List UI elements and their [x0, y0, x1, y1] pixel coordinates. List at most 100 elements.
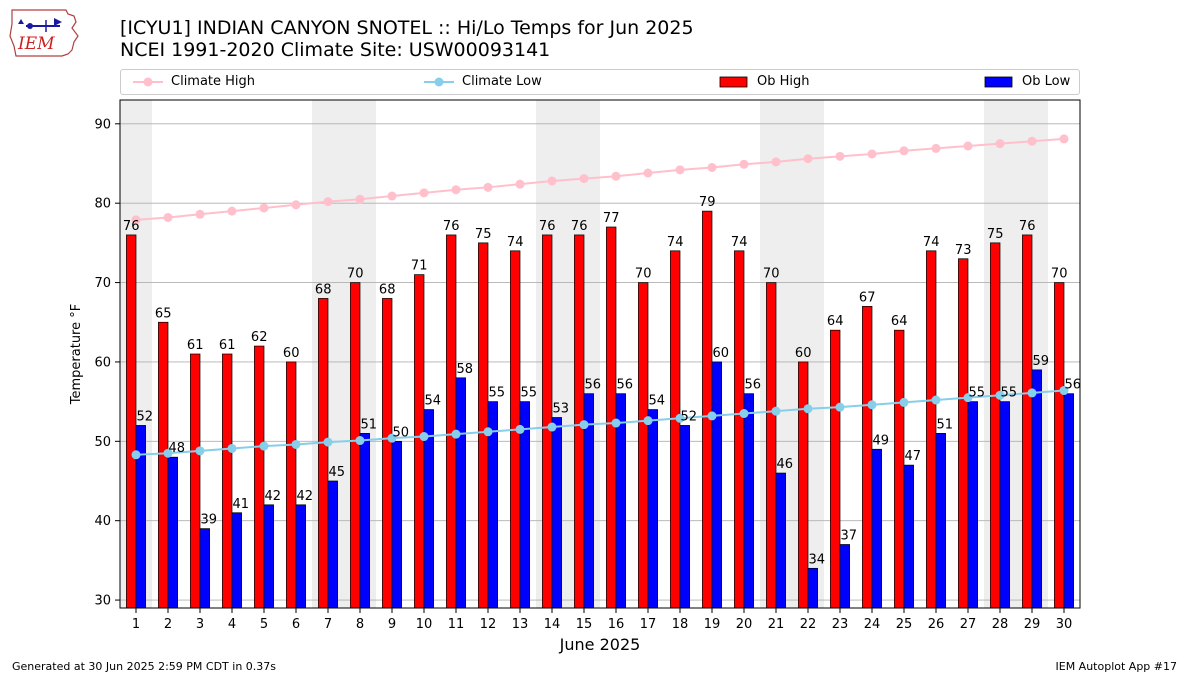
generated-timestamp: Generated at 30 Jun 2025 2:59 PM CDT in …	[12, 660, 277, 673]
data-label-ob-high: 74	[923, 235, 940, 250]
x-tick-label: 17	[640, 617, 657, 632]
x-tick-label: 19	[704, 617, 721, 632]
climate-low-point	[643, 416, 653, 426]
bar-ob-high	[190, 353, 201, 609]
climate-low-point	[899, 397, 909, 407]
climate-low-point	[707, 411, 717, 421]
data-label-ob-low: 50	[393, 425, 410, 440]
climate-low-point	[1059, 386, 1069, 396]
data-label-ob-high: 68	[379, 282, 396, 297]
x-tick-label: 9	[388, 617, 396, 632]
plot-frame	[119, 99, 1081, 609]
bar-ob-low	[455, 377, 466, 609]
climate-high-line	[135, 137, 1065, 221]
data-label-ob-high: 61	[219, 338, 236, 353]
climate-low-point	[419, 432, 429, 442]
x-tick-label: 24	[864, 617, 881, 632]
x-tick-label: 7	[324, 617, 332, 632]
bar-ob-high	[798, 361, 809, 609]
climate-high-point	[355, 194, 365, 204]
x-tick-label: 21	[768, 617, 785, 632]
data-label-ob-low: 55	[489, 386, 506, 401]
bar-ob-high	[1022, 234, 1033, 609]
bar-ob-low	[871, 448, 882, 609]
climate-low-point	[483, 427, 493, 437]
bar-ob-high	[254, 345, 265, 609]
data-label-ob-high: 77	[603, 211, 620, 226]
x-tick-label: 8	[356, 617, 364, 632]
data-label-ob-low: 39	[201, 513, 218, 528]
y-axis-label: Temperature °F	[69, 304, 84, 405]
x-tick-label: 16	[608, 617, 625, 632]
x-tick-label: 11	[448, 617, 465, 632]
climate-low-point	[579, 420, 589, 430]
x-tick-label: 14	[544, 617, 561, 632]
data-label-ob-low: 55	[521, 386, 538, 401]
data-label-ob-high: 70	[763, 267, 780, 282]
data-label-ob-low: 37	[841, 529, 858, 544]
data-label-ob-low: 47	[905, 449, 922, 464]
bar-ob-low	[775, 472, 786, 609]
climate-low-point	[803, 404, 813, 414]
legend-item-ob-high: Ob High	[719, 74, 810, 89]
bar-ob-high	[350, 282, 361, 609]
data-label-ob-low: 42	[265, 489, 282, 504]
x-tick-label: 3	[196, 617, 204, 632]
data-label-ob-high: 74	[507, 235, 524, 250]
bar-ob-high	[894, 329, 905, 609]
bar-ob-low	[391, 440, 402, 609]
data-label-ob-high: 75	[987, 227, 1004, 242]
climate-high-point	[227, 206, 237, 216]
bar-ob-low	[807, 567, 818, 609]
x-tick-label: 25	[896, 617, 913, 632]
climate-low-point	[387, 433, 397, 443]
data-label-ob-low: 51	[361, 417, 378, 432]
x-tick-label: 12	[480, 617, 497, 632]
x-tick-label: 6	[292, 617, 300, 632]
bar-ob-high	[222, 353, 233, 609]
data-label-ob-low: 46	[777, 457, 794, 472]
climate-high-point	[387, 191, 397, 201]
bar-ob-high	[446, 234, 457, 609]
bar-ob-low	[359, 433, 370, 609]
x-tick-label: 30	[1056, 617, 1073, 632]
climate-low-line	[135, 389, 1065, 456]
x-tick-label: 20	[736, 617, 753, 632]
x-tick-label: 13	[512, 617, 529, 632]
data-label-ob-low: 54	[649, 394, 666, 409]
data-label-ob-high: 64	[891, 314, 908, 329]
climate-low-point	[291, 439, 301, 449]
bar-ob-high	[1054, 282, 1065, 609]
climate-high-point	[643, 168, 653, 178]
climate-high-point	[675, 165, 685, 175]
climate-high-point	[195, 209, 205, 219]
bar-ob-high	[830, 329, 841, 609]
bar-ob-low	[1063, 393, 1074, 609]
data-label-ob-low: 45	[329, 465, 346, 480]
x-tick-label: 2	[164, 617, 172, 632]
data-label-ob-high: 73	[955, 243, 972, 258]
climate-high-point	[867, 149, 877, 159]
data-label-ob-low: 58	[457, 362, 474, 377]
data-label-ob-low: 52	[137, 409, 154, 424]
bar-ob-low	[743, 393, 754, 609]
climate-low-point	[195, 446, 205, 456]
bar-ob-high	[670, 250, 681, 609]
x-tick-label: 15	[576, 617, 593, 632]
bar-ob-high	[382, 298, 393, 609]
y-tick-label: 40	[94, 514, 111, 529]
climate-low-point	[611, 418, 621, 428]
climate-high-point	[163, 212, 173, 222]
data-label-ob-high: 70	[1051, 267, 1068, 282]
bar-ob-high	[702, 210, 713, 609]
y-tick-label: 90	[94, 117, 111, 132]
bar-ob-high	[414, 274, 425, 609]
climate-high-point	[131, 215, 141, 225]
data-label-ob-low: 41	[233, 497, 250, 512]
climate-low-point	[515, 424, 525, 434]
legend-label-ob-high: Ob High	[757, 74, 810, 89]
x-tick-label: 29	[1024, 617, 1041, 632]
x-tick-label: 23	[832, 617, 849, 632]
data-label-ob-low: 53	[553, 402, 570, 417]
